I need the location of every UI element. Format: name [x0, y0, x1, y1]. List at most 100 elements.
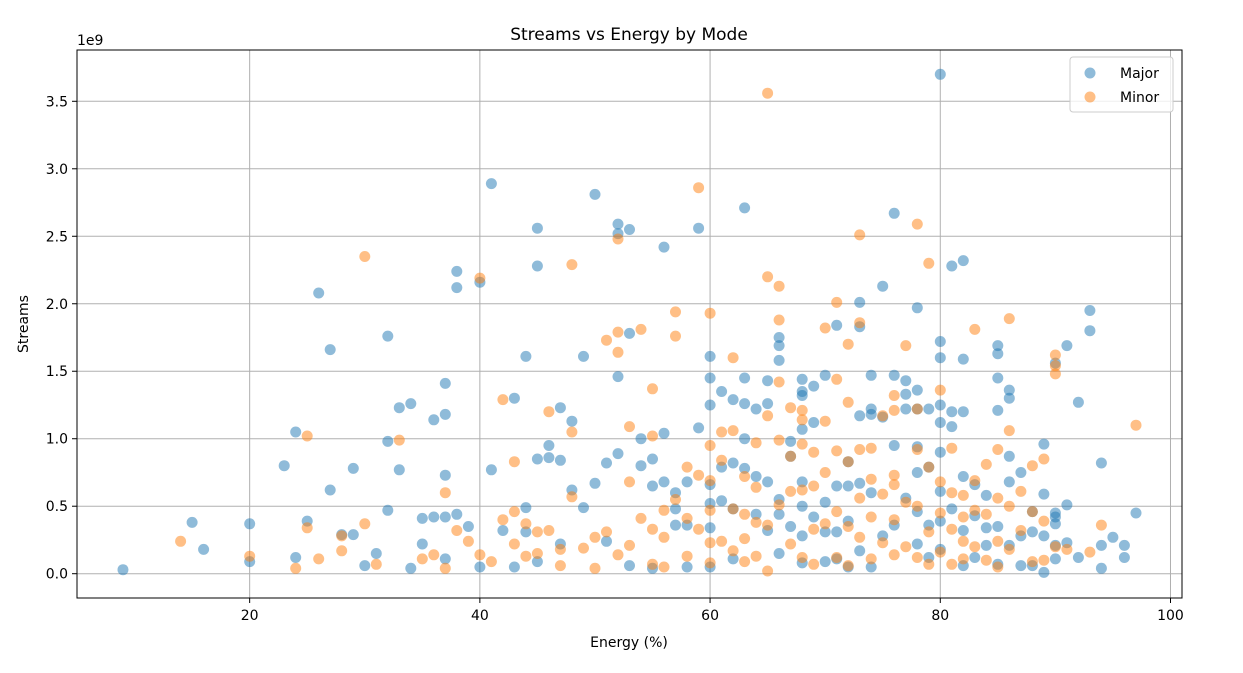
point-minor [923, 461, 935, 473]
point-major [554, 402, 566, 414]
point-minor [934, 384, 946, 396]
point-major [819, 556, 831, 568]
point-minor [946, 523, 958, 535]
point-major [739, 462, 751, 474]
point-minor [647, 558, 658, 570]
point-major [658, 241, 670, 253]
point-minor [854, 229, 866, 241]
point-major [739, 398, 751, 410]
y-axis-label: Streams [16, 295, 32, 353]
point-minor [888, 514, 900, 526]
point-minor [808, 480, 820, 492]
point-minor [601, 526, 612, 538]
point-minor [877, 537, 889, 549]
point-major [992, 340, 1004, 352]
point-major [554, 454, 566, 466]
point-minor [796, 552, 808, 563]
point-major [647, 480, 658, 492]
point-minor [1049, 349, 1061, 361]
point-major [865, 369, 877, 381]
point-minor [1015, 525, 1027, 536]
point-minor [451, 525, 463, 536]
point-major [439, 469, 451, 481]
point-minor [359, 251, 371, 262]
point-minor [739, 508, 751, 520]
point-major [727, 553, 739, 565]
point-minor [842, 396, 854, 408]
point-major [934, 336, 946, 347]
y-tick-label: 0.0 [46, 567, 68, 583]
point-major [1026, 526, 1038, 538]
point-minor [750, 437, 762, 449]
point-major [485, 178, 497, 190]
point-major [980, 522, 992, 534]
point-major [589, 477, 601, 489]
point-minor [589, 562, 601, 574]
point-minor [773, 314, 785, 326]
point-minor [946, 442, 958, 454]
point-major [1084, 305, 1096, 316]
point-major [612, 218, 624, 230]
point-minor [566, 491, 578, 503]
point-minor [888, 404, 900, 416]
point-major [854, 477, 866, 489]
point-minor [589, 531, 601, 543]
point-minor [647, 523, 658, 535]
point-major [716, 495, 728, 507]
point-minor [1026, 556, 1038, 568]
point-minor [175, 535, 187, 547]
y-tick-label: 3.0 [46, 162, 68, 178]
point-major [877, 280, 889, 292]
x-axis-label: Energy (%) [590, 635, 668, 651]
point-major [923, 403, 935, 415]
point-minor [508, 538, 520, 550]
point-minor [923, 526, 935, 538]
point-minor [601, 334, 612, 346]
point-major [704, 372, 716, 384]
point-major [612, 371, 624, 383]
point-major [1038, 438, 1050, 450]
point-major [888, 369, 900, 381]
point-minor [854, 444, 866, 455]
point-minor [704, 475, 716, 487]
point-minor [416, 553, 428, 565]
point-major [313, 287, 325, 299]
point-major [624, 327, 635, 339]
point-minor [980, 458, 992, 470]
x-tick-label: 100 [1157, 608, 1184, 624]
point-major [716, 386, 728, 397]
point-major [635, 433, 647, 445]
point-minor [520, 518, 532, 530]
point-minor [819, 322, 831, 334]
point-minor [1026, 460, 1038, 472]
point-major [957, 255, 969, 267]
point-minor [900, 496, 912, 508]
point-major [1095, 539, 1107, 551]
point-minor [762, 410, 774, 422]
point-minor [681, 512, 693, 524]
point-major [428, 414, 440, 426]
point-major [531, 222, 543, 234]
legend-marker-minor [1084, 91, 1096, 103]
point-minor [428, 549, 440, 561]
legend: Major Minor [1069, 56, 1174, 113]
point-minor [773, 434, 785, 446]
point-minor [969, 475, 981, 487]
point-major [1084, 325, 1096, 337]
axis-ticks: 20 40 60 80 100 0.0 0.5 1.0 1.5 2.0 2.5 3.0 3.5 [46, 94, 1184, 624]
point-major [290, 426, 302, 438]
y-offset-label: 1e9 [77, 33, 103, 49]
point-minor [704, 504, 716, 516]
point-minor [888, 390, 900, 401]
point-major [324, 344, 336, 356]
point-minor [1015, 485, 1027, 497]
point-major [750, 508, 762, 520]
point-major [819, 496, 831, 508]
point-major [1038, 488, 1050, 500]
point-major [681, 476, 693, 488]
point-major [624, 560, 635, 572]
point-minor [520, 550, 532, 562]
point-minor [854, 492, 866, 504]
point-minor [1130, 419, 1142, 431]
